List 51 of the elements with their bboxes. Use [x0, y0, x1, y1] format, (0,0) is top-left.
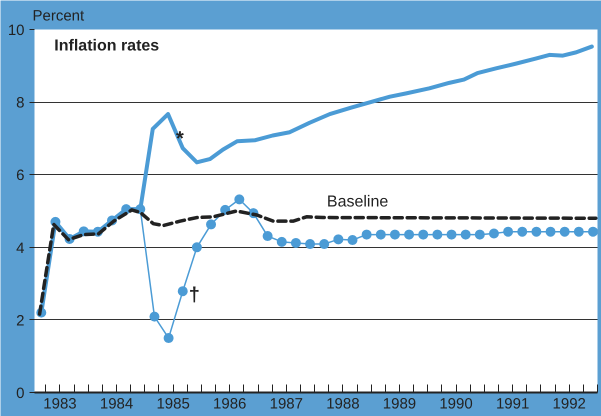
point — [446, 230, 457, 240]
x-tick-label: 1988 — [326, 396, 360, 412]
point — [149, 312, 160, 322]
point — [474, 230, 485, 240]
annotation: † — [188, 284, 200, 306]
x-tick-label: 1984 — [100, 396, 134, 412]
y-tick-label: 10 — [8, 22, 25, 39]
point — [362, 230, 372, 240]
point — [432, 230, 442, 240]
point — [546, 226, 556, 237]
point — [588, 226, 598, 237]
y-tick-label: 0 — [16, 385, 24, 402]
y-tick-label: 4 — [16, 240, 24, 257]
x-tick-label: 1985 — [156, 396, 190, 412]
point — [503, 226, 514, 237]
point — [560, 226, 570, 237]
point — [531, 226, 542, 237]
point — [390, 230, 400, 240]
x-tick-label: 1992 — [552, 396, 586, 412]
point — [234, 194, 244, 204]
point — [319, 239, 330, 250]
x-tick-label: 1989 — [382, 396, 416, 412]
x-tick-label: 1987 — [270, 396, 303, 412]
point — [276, 236, 287, 247]
text: Inflation rates — [54, 37, 160, 54]
point — [376, 230, 386, 240]
point — [290, 238, 301, 248]
point — [574, 226, 584, 237]
y-tick-label: 8 — [16, 94, 24, 112]
point — [178, 286, 188, 296]
annotation: * — [176, 128, 184, 150]
point — [192, 242, 202, 252]
point — [333, 234, 344, 244]
x-tick-label: 1990 — [439, 396, 473, 412]
series-label: Baseline — [326, 193, 388, 210]
point — [262, 231, 273, 242]
point — [517, 226, 528, 237]
point — [418, 230, 428, 240]
point — [305, 239, 316, 250]
x-tick-label: 1991 — [496, 396, 530, 412]
x-tick-label: 1983 — [43, 396, 77, 412]
y-tick-label: 2 — [16, 312, 24, 330]
point — [460, 230, 471, 240]
y-tick-label: 6 — [16, 167, 24, 184]
point — [347, 235, 358, 246]
y-axis-title: Percent — [32, 8, 86, 24]
point — [404, 230, 414, 240]
x-tick-label: 1986 — [213, 396, 246, 412]
point — [488, 228, 499, 238]
point — [164, 333, 174, 344]
point — [206, 219, 216, 230]
